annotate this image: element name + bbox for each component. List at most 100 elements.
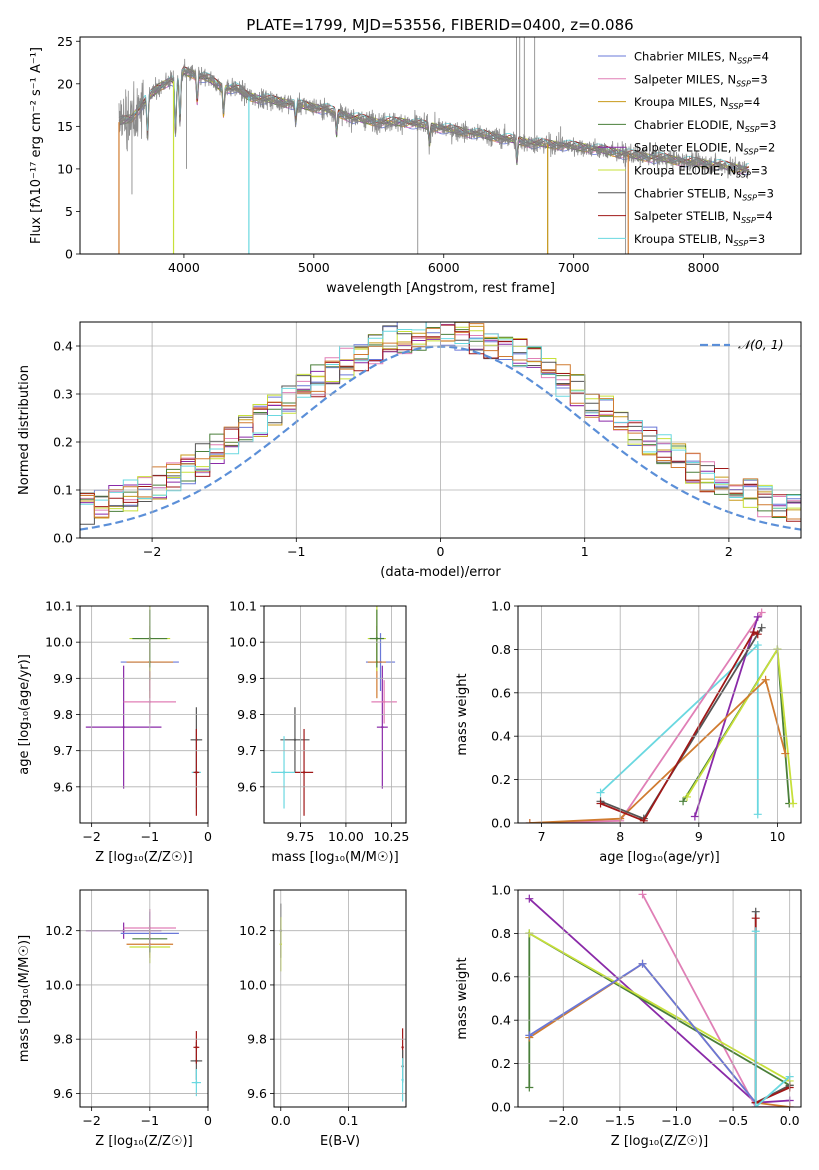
y-tick-label: 0.4 [491, 1013, 511, 1028]
y-tick-label: 15 [57, 119, 73, 134]
panel-age_vs_mass: 9.75 10.00 10.25 9.6 9.7 9.8 9.9 10.0 10.1 mass [… [229, 599, 409, 866]
legend-entry: Kroupa ELODIE, NSSP=3 [634, 164, 768, 180]
panel-mass_vs_ebv: 0.0 0.1 9.6 9.8 10.0 10.2 E(B-V) [239, 889, 407, 1149]
weight-line-salpeter-stelib [600, 630, 759, 822]
data-point [401, 1078, 404, 1082]
x-tick-label: 1 [581, 544, 589, 559]
y-tick-label: 10.2 [45, 923, 73, 938]
data-point [293, 738, 297, 742]
y-tick-label: 9.6 [53, 779, 73, 794]
legend-entry: Chabrier STELIB, NSSP=3 [634, 186, 774, 202]
weight-marker [679, 797, 688, 806]
y-tick-label: 10.2 [239, 923, 267, 938]
data-point [195, 771, 198, 774]
y-tick-label: 0 [65, 247, 73, 262]
legend-entry: Salpeter STELIB, NSSP=4 [634, 209, 773, 225]
data-point [382, 700, 386, 704]
y-tick-label: 9.9 [237, 671, 257, 686]
legend-entry: Salpeter ELODIE, NSSP=2 [634, 141, 775, 157]
y-tick-label: 1.0 [491, 883, 511, 898]
data-point [195, 1046, 198, 1049]
x-tick-label: 0 [204, 1113, 212, 1128]
weight-line-kroupa-stelib [599, 643, 759, 815]
y-tick-label: 0.2 [491, 772, 511, 787]
plots-layer: 4000 5000 6000 7000 80000510152025wavelength… [17, 34, 802, 1149]
weight-marker [683, 792, 692, 801]
weight-marker [690, 812, 699, 821]
x-tick-label: −0.5 [718, 1113, 748, 1128]
x-tick-label: −1.0 [661, 1113, 691, 1128]
weight-marker [751, 927, 760, 936]
weight-marker [525, 1031, 534, 1040]
x-tick-label: 10.00 [328, 829, 364, 844]
y-tick-label: 0.6 [491, 969, 511, 984]
y-tick-label: 0.8 [491, 926, 511, 941]
x-axis-label: Z [log₁₀(Z/Z☉)] [95, 850, 192, 865]
legend-entry: Chabrier MILES, NSSP=4 [634, 50, 769, 66]
histogram-chabrier-stelib [80, 322, 801, 525]
data-point [381, 725, 384, 729]
y-tick-label: 9.6 [237, 779, 257, 794]
y-tick-label: 9.6 [53, 1086, 73, 1101]
y-axis-label: mass [log₁₀(M/M☉)] [17, 935, 32, 1062]
y-tick-label: 20 [57, 76, 73, 91]
panel-spectrum: 4000 5000 6000 7000 8000 0 5 10 15 20 25 wavelength… [29, 34, 802, 296]
weight-line-salpeter-miles [641, 893, 790, 1107]
y-axis-label: Normed distribution [17, 365, 32, 495]
weight-line-orange-fit [529, 678, 787, 823]
y-tick-label: 0.0 [53, 531, 73, 546]
y-axis-label: age [log₁₀(age/yr)] [17, 654, 32, 775]
data-point [122, 725, 125, 729]
weight-marker [789, 799, 798, 808]
y-tick-label: 9.8 [237, 707, 257, 722]
data-point [195, 1081, 198, 1084]
y-tick-label: 10.0 [229, 635, 257, 650]
y-tick-label: 10.1 [229, 599, 257, 614]
x-tick-label: 2 [725, 544, 733, 559]
y-tick-label: 0.2 [491, 1056, 511, 1071]
y-tick-label: 9.9 [53, 671, 73, 686]
weight-marker [596, 799, 605, 808]
legend-entry: Salpeter MILES, NSSP=3 [634, 72, 768, 88]
x-tick-label: 7000 [558, 260, 590, 275]
panel-residuals: −2 −1 0 1 2 0.0 0.1 0.2 0.3 0.4 (data-model)/error… [17, 321, 802, 580]
weight-marker [757, 608, 766, 617]
x-tick-label: 9.75 [286, 829, 314, 844]
y-tick-label: 5 [65, 204, 73, 219]
plot-area [85, 908, 203, 1097]
y-tick-label: 9.8 [53, 1032, 73, 1047]
x-tick-label: 9 [695, 829, 703, 844]
plot-area [525, 608, 798, 823]
figure-title: PLATE=1799, MJD=53556, FIBERID=0400, z=0… [246, 16, 633, 34]
axes-frame [273, 889, 407, 1108]
x-tick-label: 10 [769, 829, 785, 844]
plot-area [118, 37, 750, 254]
x-tick-label: 8000 [688, 260, 720, 275]
y-tick-label: 0.3 [53, 387, 73, 402]
weight-marker [751, 1103, 760, 1107]
legend-entry: Chabrier ELODIE, NSSP=3 [634, 118, 776, 134]
x-tick-label: 7 [538, 829, 546, 844]
x-tick-label: 10.25 [374, 829, 410, 844]
x-axis-label: Z [log₁₀(Z/Z☉)] [95, 1134, 192, 1149]
axes-frame [263, 605, 407, 824]
y-tick-label: 10.0 [45, 977, 73, 992]
plot-area [279, 903, 404, 1102]
weight-marker [761, 675, 770, 684]
weight-marker [525, 894, 534, 903]
y-axis-label: mass weight [455, 673, 470, 755]
data-point [401, 1046, 404, 1049]
x-axis-label: (data-model)/error [380, 565, 501, 580]
y-tick-label: 10 [57, 161, 73, 176]
legend-entry: Kroupa MILES, NSSP=4 [634, 95, 760, 111]
weight-marker [751, 914, 760, 923]
x-axis-label: mass [log₁₀(M/M☉)] [271, 850, 398, 865]
y-tick-label: 10.1 [45, 599, 73, 614]
panel-mass_vs_Z: −2 −1 0 9.6 9.8 10.0 10.2 Z [log₁₀(Z/Z☉)] mass [… [17, 889, 212, 1149]
weight-marker [781, 749, 790, 758]
y-axis-label: mass weight [455, 957, 470, 1039]
y-tick-label: 0.8 [491, 642, 511, 657]
x-tick-label: −1.5 [605, 1113, 635, 1128]
x-tick-label: −2 [82, 1113, 100, 1128]
y-tick-label: 0.1 [53, 483, 73, 498]
